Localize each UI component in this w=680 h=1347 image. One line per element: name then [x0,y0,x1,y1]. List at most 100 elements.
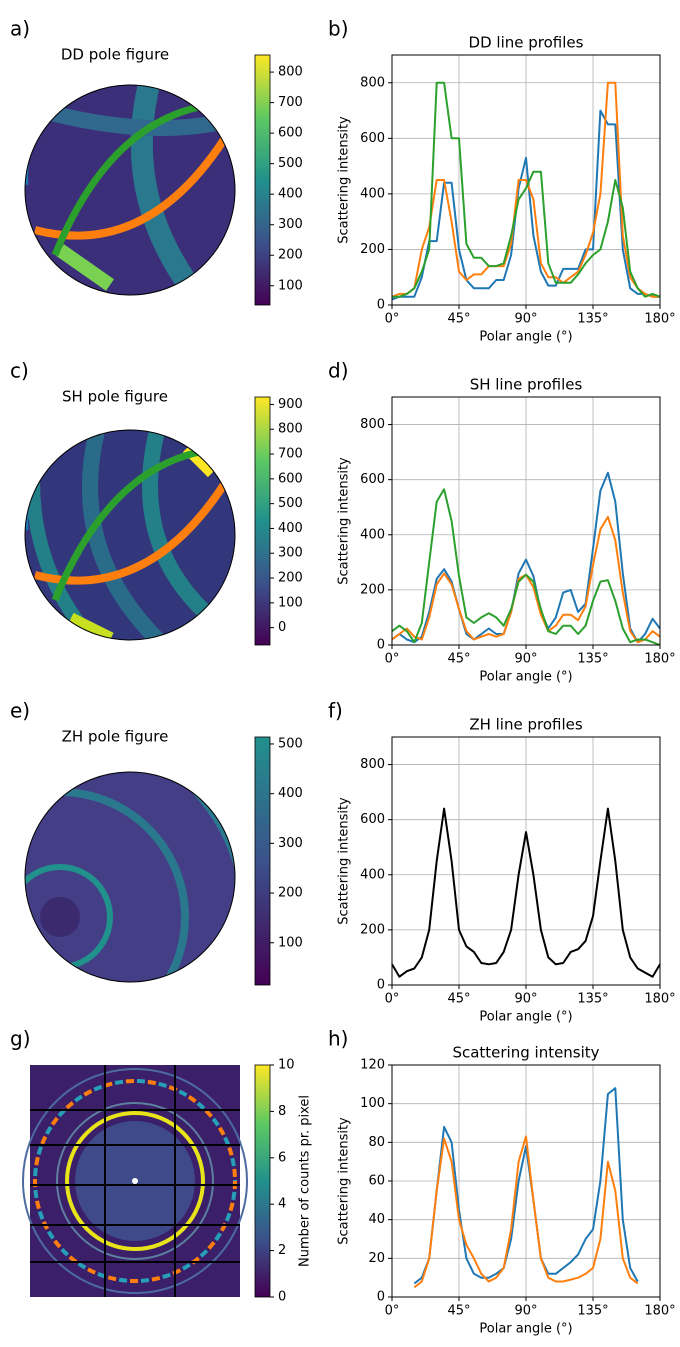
colorbar-tick-label: 0 [278,1290,286,1305]
chart-title: SH line profiles [470,376,583,394]
y-tick-label: 400 [360,867,385,882]
colorbar-tick-label: 800 [278,65,303,80]
y-tick-label: 200 [360,242,385,257]
x-tick-label: 45° [447,992,470,1007]
x-tick-label: 45° [447,312,470,327]
y-axis-label: Scattering intensity [337,797,352,925]
colorbar-tick-label: 500 [278,496,303,511]
x-tick-label: 0° [385,992,400,1007]
y-tick-label: 0 [377,638,385,653]
y-tick-label: 120 [360,1058,385,1073]
colorbar-tick-label: 0 [278,620,286,635]
x-tick-label: 0° [385,312,400,327]
series-line [391,488,661,646]
x-tick-label: 45° [447,1304,470,1319]
x-tick-label: 0° [385,1304,400,1319]
y-tick-label: 100 [360,1096,385,1111]
colorbar-tick-label: 500 [278,156,303,171]
axes-frame [391,396,661,646]
x-axis-label: Polar angle (°) [479,330,572,345]
colorbar-tick-label: 100 [278,595,303,610]
y-tick-label: 400 [360,186,385,201]
panel-label: g) [10,1027,31,1051]
chart-title: ZH line profiles [469,716,583,734]
chart-title: SH pole figure [62,388,168,406]
y-axis-label: Scattering intensity [337,116,352,244]
x-tick-label: 180° [644,1304,675,1319]
series-line [391,81,660,298]
x-tick-label: 180° [644,652,675,667]
chart-title: ZH pole figure [62,728,169,746]
x-tick-label: 0° [385,652,400,667]
series-line [391,471,661,644]
y-tick-label: 400 [360,527,385,542]
series-line [392,81,661,298]
x-axis-label: Polar angle (°) [479,1010,572,1025]
y-tick-label: 800 [360,75,385,90]
y-tick-label: 600 [360,131,385,146]
y-axis-label: Scattering intensity [337,457,352,585]
y-tick-label: 200 [360,582,385,597]
series-line [391,807,661,978]
chart-title: Scattering intensity [452,1044,599,1062]
y-tick-label: 40 [368,1212,385,1227]
panel-label: h) [328,1027,348,1051]
x-tick-label: 135° [577,652,608,667]
colorbar-tick-label: 600 [278,471,303,486]
colorbar-tick-label: 200 [278,248,303,263]
y-tick-label: 800 [360,417,385,432]
axes-frame [391,1064,661,1298]
colorbar-tick-label: 500 [278,736,303,751]
x-tick-label: 90° [514,992,537,1007]
colorbar-tick-label: 6 [278,1150,286,1165]
y-tick-label: 20 [368,1251,385,1266]
colorbar-label: Number of counts pr. pixel [298,1095,313,1267]
colorbar-tick-label: 800 [278,422,303,437]
colorbar-tick-label: 400 [278,187,303,202]
y-tick-label: 0 [377,298,385,313]
colorbar-tick-label: 700 [278,95,303,110]
chart-title: DD pole figure [61,46,169,64]
panel-label: a) [10,17,30,41]
series-line [391,109,660,301]
x-tick-label: 135° [577,992,608,1007]
y-tick-label: 600 [360,472,385,487]
colorbar [254,736,271,986]
colorbar-tick-label: 600 [278,126,303,141]
colorbar [254,396,271,646]
y-axis-label: Scattering intensity [337,1117,352,1245]
panel-label: b) [328,17,349,41]
x-tick-label: 90° [514,652,537,667]
y-tick-label: 80 [368,1135,385,1150]
y-tick-label: 200 [360,922,385,937]
colorbar-tick-label: 10 [278,1058,295,1073]
y-tick-label: 60 [368,1174,385,1189]
colorbar-tick-label: 200 [278,571,303,586]
panel-label: e) [10,699,30,723]
x-tick-label: 90° [514,312,537,327]
x-tick-label: 90° [514,1304,537,1319]
axes-frame [391,54,661,306]
colorbar-tick-label: 400 [278,521,303,536]
y-tick-label: 0 [377,1290,385,1305]
colorbar-tick-label: 100 [278,278,303,293]
colorbar [254,1064,271,1298]
series-line [413,1087,639,1285]
pole-figure-image [24,84,236,296]
colorbar-tick-label: 200 [278,886,303,901]
pole-figure-image [24,771,236,983]
colorbar-tick-label: 700 [278,447,303,462]
y-tick-label: 800 [360,757,385,772]
series-line [413,1135,639,1289]
colorbar-tick-label: 8 [278,1104,286,1119]
pole-figure-image [24,429,236,641]
x-tick-label: 180° [644,992,675,1007]
x-tick-label: 180° [644,312,675,327]
chart-title: DD line profiles [469,34,584,52]
x-axis-label: Polar angle (°) [479,670,572,685]
colorbar-tick-label: 300 [278,217,303,232]
colorbar-tick-label: 900 [278,397,303,412]
x-tick-label: 135° [577,1304,608,1319]
colorbar-tick-label: 2 [278,1243,286,1258]
